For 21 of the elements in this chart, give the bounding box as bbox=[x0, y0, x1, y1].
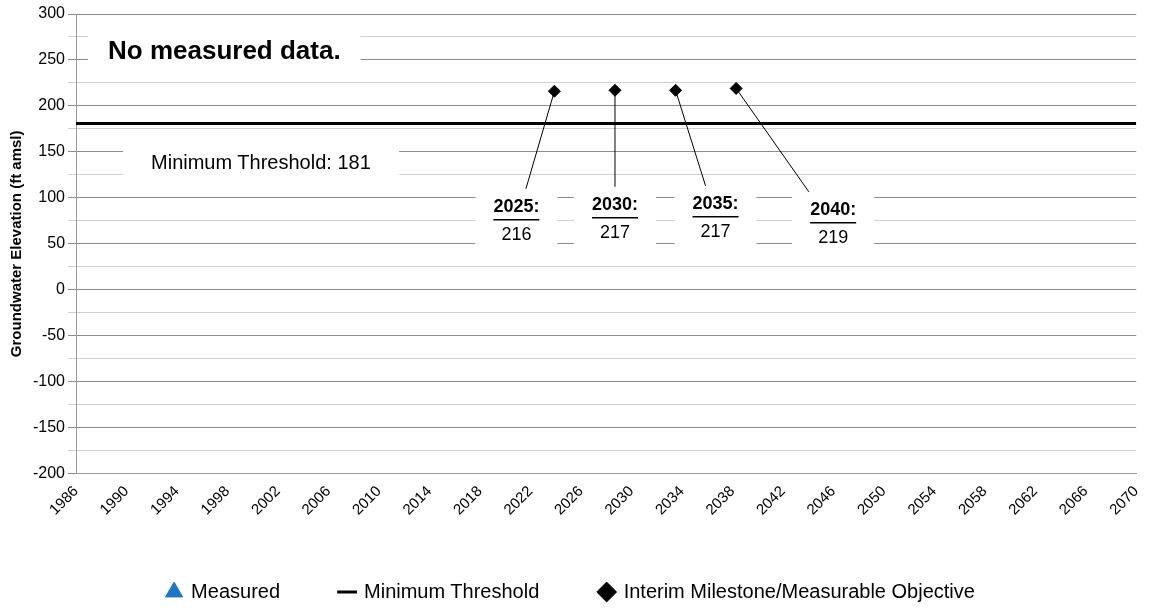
y-tick-label: 100 bbox=[38, 188, 66, 206]
y-tick-label: -150 bbox=[32, 418, 66, 436]
y-tick-label: 200 bbox=[38, 96, 66, 114]
y-tick-label: -50 bbox=[41, 326, 66, 344]
annotation: 2030: 217 bbox=[591, 193, 639, 242]
annotation: No measured data. bbox=[108, 35, 341, 66]
y-tick-label: 150 bbox=[38, 142, 66, 160]
annotation: Minimum Threshold: 181 bbox=[151, 150, 371, 173]
y-tick-label: 0 bbox=[56, 280, 66, 298]
annotation: 2035: 217 bbox=[692, 192, 739, 241]
annotation: 2040: 219 bbox=[810, 198, 857, 247]
legend-label: Measured bbox=[191, 579, 281, 602]
y-tick-label: -100 bbox=[32, 372, 66, 390]
y-axis-title: Groundwater Elevation (ft amsl) bbox=[7, 130, 25, 358]
legend-label: Minimum Threshold bbox=[364, 579, 540, 602]
y-tick-label: 300 bbox=[38, 4, 66, 22]
annotation: 2025: 216 bbox=[493, 195, 540, 244]
y-tick-label: 250 bbox=[38, 50, 66, 68]
legend-label: Interim Milestone/Measurable Objective bbox=[623, 579, 975, 602]
y-tick-label: -200 bbox=[32, 464, 66, 482]
y-tick-label: 50 bbox=[47, 234, 66, 252]
